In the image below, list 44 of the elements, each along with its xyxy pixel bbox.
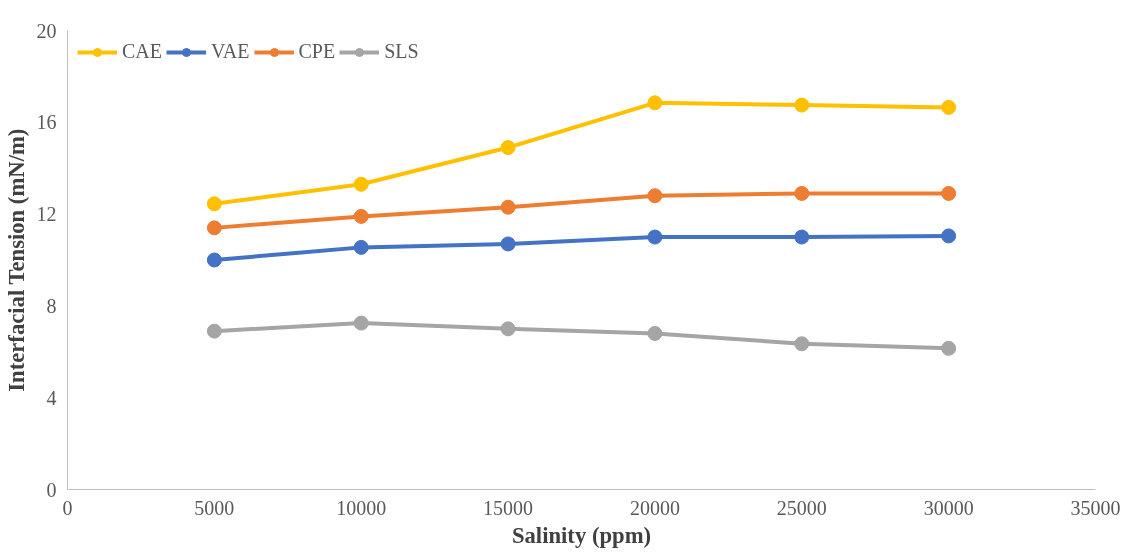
y-tick-label: 0 bbox=[46, 478, 57, 501]
legend-label: CAE bbox=[122, 40, 162, 63]
point bbox=[647, 95, 663, 111]
legend-label: VAE bbox=[211, 40, 250, 63]
point bbox=[353, 239, 369, 255]
y-tick-label: 12 bbox=[36, 203, 57, 226]
point bbox=[206, 196, 222, 212]
point bbox=[206, 252, 222, 268]
y-tick-label: 16 bbox=[36, 111, 57, 134]
point bbox=[353, 315, 369, 331]
point bbox=[794, 97, 810, 113]
y-tick-label: 8 bbox=[46, 294, 57, 317]
legend-label: SLS bbox=[384, 40, 419, 63]
y-axis-title: Interfacial Tension (mN/m) bbox=[3, 128, 29, 392]
x-tick-label: 25000 bbox=[776, 496, 827, 519]
point bbox=[941, 340, 957, 356]
point bbox=[353, 208, 369, 224]
point bbox=[500, 140, 516, 156]
point bbox=[794, 336, 810, 352]
x-tick-label: 20000 bbox=[629, 496, 680, 519]
x-tick-label: 35000 bbox=[1070, 496, 1121, 519]
x-tick-label: 0 bbox=[62, 496, 73, 519]
point bbox=[206, 220, 222, 236]
y-tick-label: 4 bbox=[46, 386, 57, 409]
y-tick-label: 20 bbox=[36, 19, 57, 42]
point bbox=[941, 99, 957, 115]
point bbox=[647, 229, 663, 245]
point bbox=[500, 199, 516, 215]
point bbox=[647, 188, 663, 204]
point bbox=[941, 185, 957, 201]
x-tick-label: 5000 bbox=[194, 496, 235, 519]
point bbox=[647, 325, 663, 341]
point bbox=[500, 236, 516, 252]
point bbox=[941, 228, 957, 244]
point bbox=[794, 185, 810, 201]
x-tick-label: 15000 bbox=[483, 496, 534, 519]
x-tick-label: 30000 bbox=[923, 496, 974, 519]
point bbox=[353, 176, 369, 192]
point bbox=[794, 229, 810, 245]
x-axis-title: Salinity (ppm) bbox=[511, 522, 652, 548]
x-tick-label: 10000 bbox=[336, 496, 387, 519]
point bbox=[206, 323, 222, 339]
point bbox=[500, 321, 516, 337]
legend-label: CPE bbox=[298, 40, 336, 63]
